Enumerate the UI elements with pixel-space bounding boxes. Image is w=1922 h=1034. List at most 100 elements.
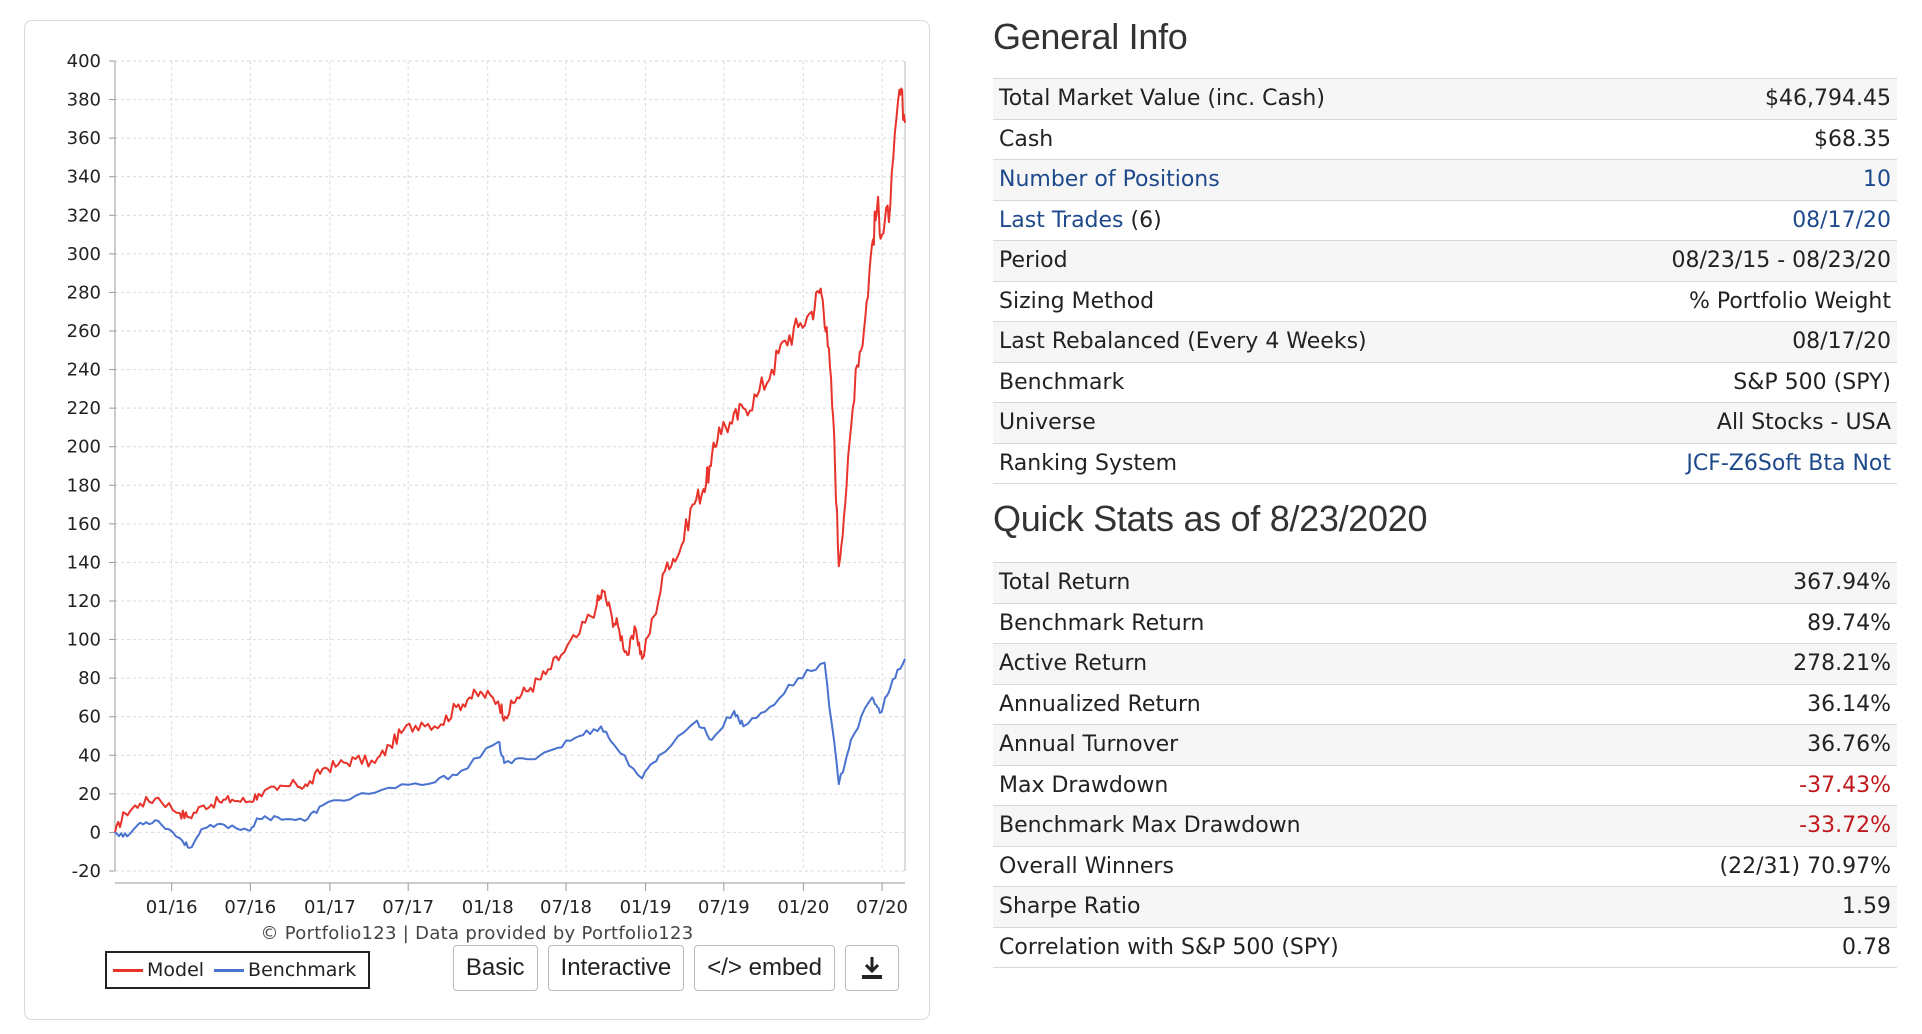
row-value-negative: -37.43% (1587, 764, 1897, 806)
y-tick-label: 40 (78, 745, 101, 766)
row-value: 08/17/20 (1554, 321, 1897, 363)
legend-label-benchmark: Benchmark (248, 959, 357, 981)
download-button[interactable] (845, 945, 899, 991)
quick-stats-title: Quick Stats as of 8/23/2020 (993, 498, 1428, 539)
chart-legend: Model Benchmark (105, 951, 371, 989)
y-tick-label: 140 (67, 552, 101, 573)
info-row-number-of-positions: Number of Positions 10 (993, 159, 1897, 201)
row-value: S&P 500 (SPY) (1554, 361, 1897, 403)
row-label: Total Market Value (inc. Cash) (993, 78, 1555, 120)
info-row-ranking-system: Ranking System JCF-Z6Soft Bta Not (993, 442, 1897, 484)
row-label: Annual Turnover (993, 724, 1588, 766)
info-row-benchmark: Benchmark S&P 500 (SPY) (993, 361, 1897, 403)
info-row-total-market-value: Total Market Value (inc. Cash) $46,794.4… (993, 78, 1897, 120)
row-value: All Stocks - USA (1554, 402, 1897, 444)
row-value: 08/23/15 - 08/23/20 (1554, 240, 1897, 282)
last-trades-count: (6) (1123, 207, 1162, 233)
row-value: 0.78 (1587, 926, 1897, 968)
y-tick-label: 400 (67, 51, 101, 72)
row-value-negative: -33.72% (1587, 805, 1897, 847)
y-tick-label: 200 (67, 437, 101, 458)
row-value: 36.14% (1587, 683, 1897, 725)
stat-row-benchmark-return: Benchmark Return 89.74% (993, 602, 1897, 644)
stat-row-annualized-return: Annualized Return 36.14% (993, 683, 1897, 725)
info-row-period: Period 08/23/15 - 08/23/20 (993, 240, 1897, 282)
chart-axes: -20 0 20 40 60 80 100 120 140 160 180 200 220 240 260 2… (67, 51, 908, 918)
y-tick-label: 120 (67, 591, 101, 612)
row-label: Total Return (993, 562, 1588, 604)
y-tick-label: 60 (78, 707, 101, 728)
x-tick-label: 01/19 (620, 897, 672, 918)
x-tick-label: 07/19 (698, 897, 750, 918)
x-tick-label: 01/17 (304, 897, 356, 918)
series-line-benchmark (114, 658, 906, 849)
y-tick-label: 340 (67, 167, 101, 188)
row-label: Max Drawdown (993, 764, 1588, 806)
y-tick-label: 0 (90, 822, 101, 843)
y-tick-label: 280 (67, 282, 101, 303)
row-label: Active Return (993, 643, 1588, 685)
row-label: Cash (993, 118, 1555, 160)
x-tick-label: 01/16 (146, 897, 198, 918)
row-label: Benchmark Return (993, 602, 1588, 644)
y-tick-label: 260 (67, 321, 101, 342)
info-row-last-trades: Last Trades (6) 08/17/20 (993, 199, 1897, 241)
y-tick-label: 360 (67, 128, 101, 149)
row-label: Annualized Return (993, 683, 1588, 725)
row-value: 278.21% (1587, 643, 1897, 685)
info-row-sizing-method: Sizing Method % Portfolio Weight (993, 280, 1897, 322)
row-label: Sizing Method (993, 280, 1555, 322)
basic-button[interactable]: Basic (452, 945, 538, 991)
number-of-positions-value-link[interactable]: 10 (1863, 167, 1891, 193)
general-info-title: General Info (993, 16, 1188, 57)
legend-item-benchmark[interactable]: Benchmark (214, 959, 356, 981)
last-trades-link[interactable]: Last Trades (999, 207, 1124, 233)
stat-row-benchmark-max-drawdown: Benchmark Max Drawdown -33.72% (993, 805, 1897, 847)
row-label: Period (993, 240, 1555, 282)
legend-item-model[interactable]: Model (113, 959, 204, 981)
y-tick-label: 220 (67, 398, 101, 419)
legend-swatch-benchmark (214, 968, 245, 972)
chart-button-row: Basic Interactive </> embed (452, 945, 899, 991)
chart-series (114, 87, 906, 849)
general-info-table: Total Market Value (inc. Cash) $46,794.4… (993, 78, 1897, 484)
y-tick-label: 180 (67, 475, 101, 496)
stat-row-overall-winners: Overall Winners (22/31) 70.97% (993, 845, 1897, 887)
row-value: $68.35 (1554, 118, 1897, 160)
interactive-button[interactable]: Interactive (547, 945, 685, 991)
y-tick-label: -20 (72, 861, 101, 882)
row-value: % Portfolio Weight (1554, 280, 1897, 322)
y-tick-label: 80 (78, 668, 101, 689)
row-value: $46,794.45 (1554, 78, 1897, 120)
stat-row-correlation: Correlation with S&P 500 (SPY) 0.78 (993, 926, 1897, 968)
row-label: Sharpe Ratio (993, 886, 1588, 928)
legend-swatch-model (113, 968, 143, 972)
y-tick-label: 20 (78, 784, 101, 805)
row-value: 367.94% (1587, 562, 1897, 604)
info-row-cash: Cash $68.35 (993, 118, 1897, 160)
ranking-system-link[interactable]: JCF-Z6Soft Bta Not (1686, 450, 1891, 476)
download-icon (862, 957, 882, 979)
info-row-universe: Universe All Stocks - USA (993, 402, 1897, 444)
series-line-model (114, 87, 906, 833)
y-tick-label: 160 (67, 514, 101, 535)
performance-chart: -20 0 20 40 60 80 100 120 140 160 180 200 220 240 260 2… (67, 51, 908, 918)
legend-label-model: Model (147, 959, 205, 981)
row-value: 36.76% (1587, 724, 1897, 766)
x-tick-label: 01/18 (462, 897, 514, 918)
stat-row-annual-turnover: Annual Turnover 36.76% (993, 724, 1897, 766)
embed-button[interactable]: </> embed (694, 945, 835, 991)
last-trades-date-link[interactable]: 08/17/20 (1792, 207, 1891, 233)
row-label: Benchmark Max Drawdown (993, 805, 1588, 847)
row-value: 89.74% (1587, 602, 1897, 644)
chart-grid (115, 60, 905, 872)
row-label: Correlation with S&P 500 (SPY) (993, 926, 1588, 968)
row-value: (22/31) 70.97% (1587, 845, 1897, 887)
number-of-positions-link[interactable]: Number of Positions (999, 167, 1220, 193)
x-tick-label: 07/16 (224, 897, 276, 918)
row-label: Universe (993, 402, 1555, 444)
x-tick-label: 07/20 (856, 897, 908, 918)
row-value: 1.59 (1587, 886, 1897, 928)
row-label: Last Rebalanced (Every 4 Weeks) (993, 321, 1555, 363)
x-tick-label: 07/17 (382, 897, 434, 918)
